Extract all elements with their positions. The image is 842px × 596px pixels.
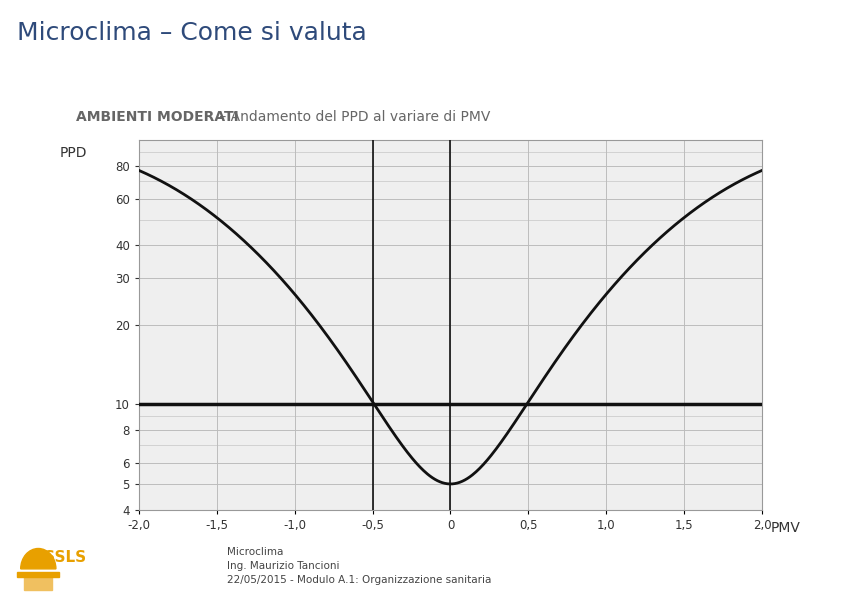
Text: AMBIENTI MODERATI: AMBIENTI MODERATI bbox=[76, 110, 238, 124]
Text: MSSLS: MSSLS bbox=[29, 550, 87, 565]
Bar bbox=[24, 573, 52, 590]
Text: Microclima
Ing. Maurizio Tancioni
22/05/2015 - Modulo A.1: Organizzazione sanita: Microclima Ing. Maurizio Tancioni 22/05/… bbox=[227, 547, 492, 585]
Wedge shape bbox=[21, 548, 56, 569]
Text: Microclima – Come si valuta: Microclima – Come si valuta bbox=[17, 21, 366, 45]
Text: PPD: PPD bbox=[60, 146, 87, 160]
Bar bbox=[18, 572, 59, 577]
Text: 26: 26 bbox=[799, 558, 824, 576]
Text: PMV: PMV bbox=[770, 522, 800, 535]
Text: – Andamento del PPD al variare di PMV: – Andamento del PPD al variare di PMV bbox=[215, 110, 490, 124]
